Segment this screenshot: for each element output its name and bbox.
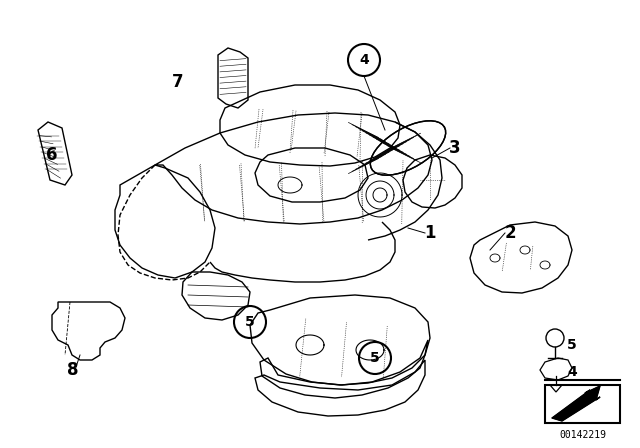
- Text: 4: 4: [567, 365, 577, 379]
- Text: 00142219: 00142219: [559, 430, 607, 440]
- Bar: [545, 385, 620, 423]
- Text: 6: 6: [46, 146, 58, 164]
- Polygon shape: [552, 386, 600, 421]
- Text: 1: 1: [424, 224, 436, 242]
- Text: 5: 5: [245, 315, 255, 329]
- Text: 8: 8: [67, 361, 79, 379]
- Text: 5: 5: [370, 351, 380, 365]
- Text: 3: 3: [449, 139, 461, 157]
- Text: 5: 5: [567, 338, 577, 352]
- Text: 2: 2: [504, 224, 516, 242]
- Text: 4: 4: [359, 53, 369, 67]
- Text: 7: 7: [172, 73, 184, 91]
